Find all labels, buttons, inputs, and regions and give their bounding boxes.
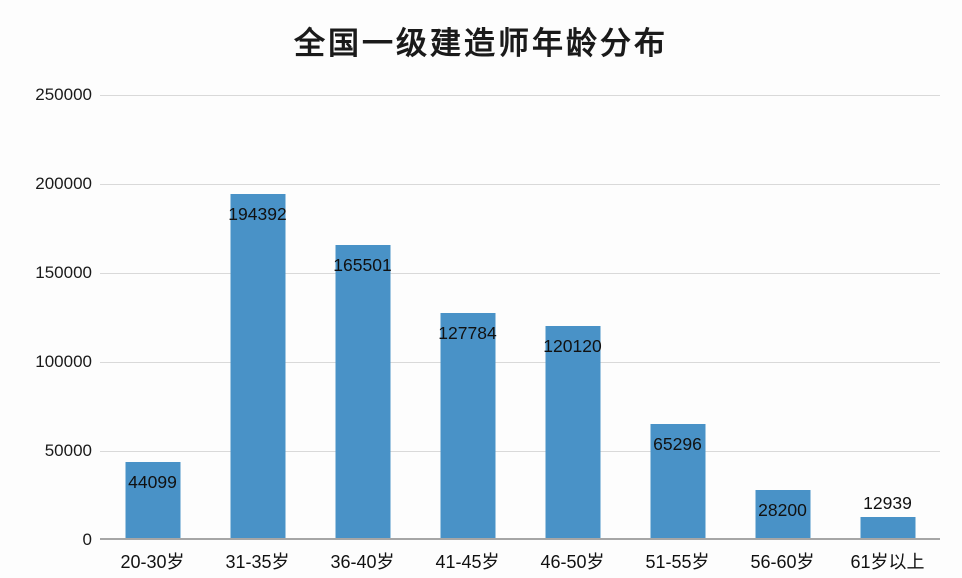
x-tick-label: 31-35岁	[225, 552, 290, 572]
bar-56-60岁	[755, 489, 810, 540]
bar-slot: 194392	[205, 95, 310, 540]
gridline	[100, 184, 940, 185]
gridline	[100, 273, 940, 274]
gridline	[100, 451, 940, 452]
y-tick-label: 200000	[35, 174, 92, 193]
chart-title: 全国一级建造师年龄分布	[294, 26, 668, 62]
x-tick-label: 46-50岁	[540, 552, 605, 572]
bar-value-label: 194392	[228, 203, 287, 224]
bar-value-label: 127784	[438, 322, 497, 343]
bar-value-label: 165501	[333, 255, 392, 276]
x-tick-label: 56-60岁	[750, 552, 815, 572]
gridline	[100, 362, 940, 363]
bar-value-label: 28200	[758, 499, 807, 520]
y-tick-label: 250000	[35, 85, 92, 104]
y-tick-label: 50000	[44, 441, 92, 460]
bar-slot: 44099	[100, 95, 205, 540]
x-tick-label: 61岁以上	[850, 552, 925, 572]
y-tick-label: 100000	[35, 352, 92, 371]
bar-slot: 127784	[415, 95, 520, 540]
bar-value-label: 12939	[863, 492, 912, 513]
bar-31-35岁	[230, 193, 285, 540]
bar-value-label: 120120	[543, 336, 602, 357]
bar-slot: 12939	[835, 95, 940, 540]
bar-slot: 165501	[310, 95, 415, 540]
bar-20-30岁	[125, 461, 180, 540]
gridline	[100, 95, 940, 96]
x-axis-line	[100, 538, 940, 540]
x-tick-label: 51-55岁	[645, 552, 710, 572]
bar-46-50岁	[545, 326, 600, 540]
y-tick-label: 150000	[35, 263, 92, 282]
bar-slot: 28200	[730, 95, 835, 540]
x-tick-label: 41-45岁	[435, 552, 500, 572]
x-tick-label: 36-40岁	[330, 552, 395, 572]
bar-36-40岁	[335, 245, 390, 540]
y-tick-label: 0	[82, 530, 92, 549]
bar-value-label: 44099	[128, 471, 177, 492]
plot-area: 44099 194392 165501 127784 120120 65296 28200 1…	[100, 95, 940, 540]
bar-value-label: 65296	[653, 433, 702, 454]
bar-41-45岁	[440, 312, 495, 540]
bar-slot: 65296	[625, 95, 730, 540]
bar-51-55岁	[650, 423, 705, 540]
bar-61岁以上	[860, 516, 915, 540]
x-tick-label: 20-30岁	[120, 552, 185, 572]
bar-slot: 120120	[520, 95, 625, 540]
